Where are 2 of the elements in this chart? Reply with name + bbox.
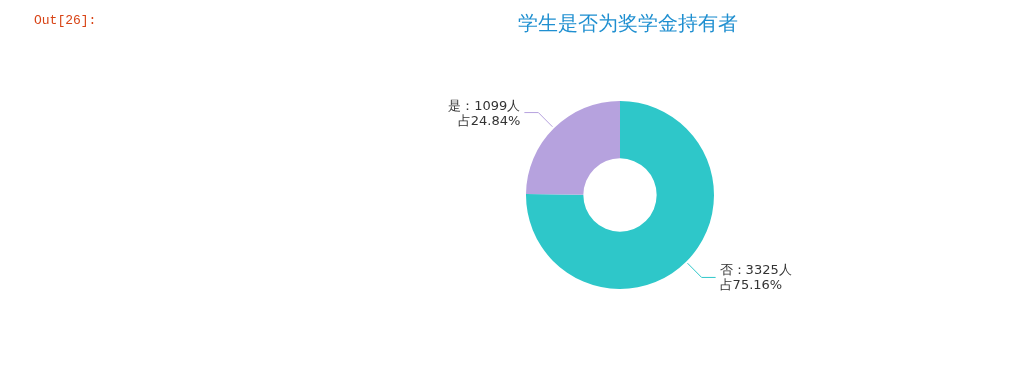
annotation: Out[26]: bbox=[34, 13, 97, 28]
title: 学生是否为奖学金持有者 bbox=[518, 11, 738, 35]
